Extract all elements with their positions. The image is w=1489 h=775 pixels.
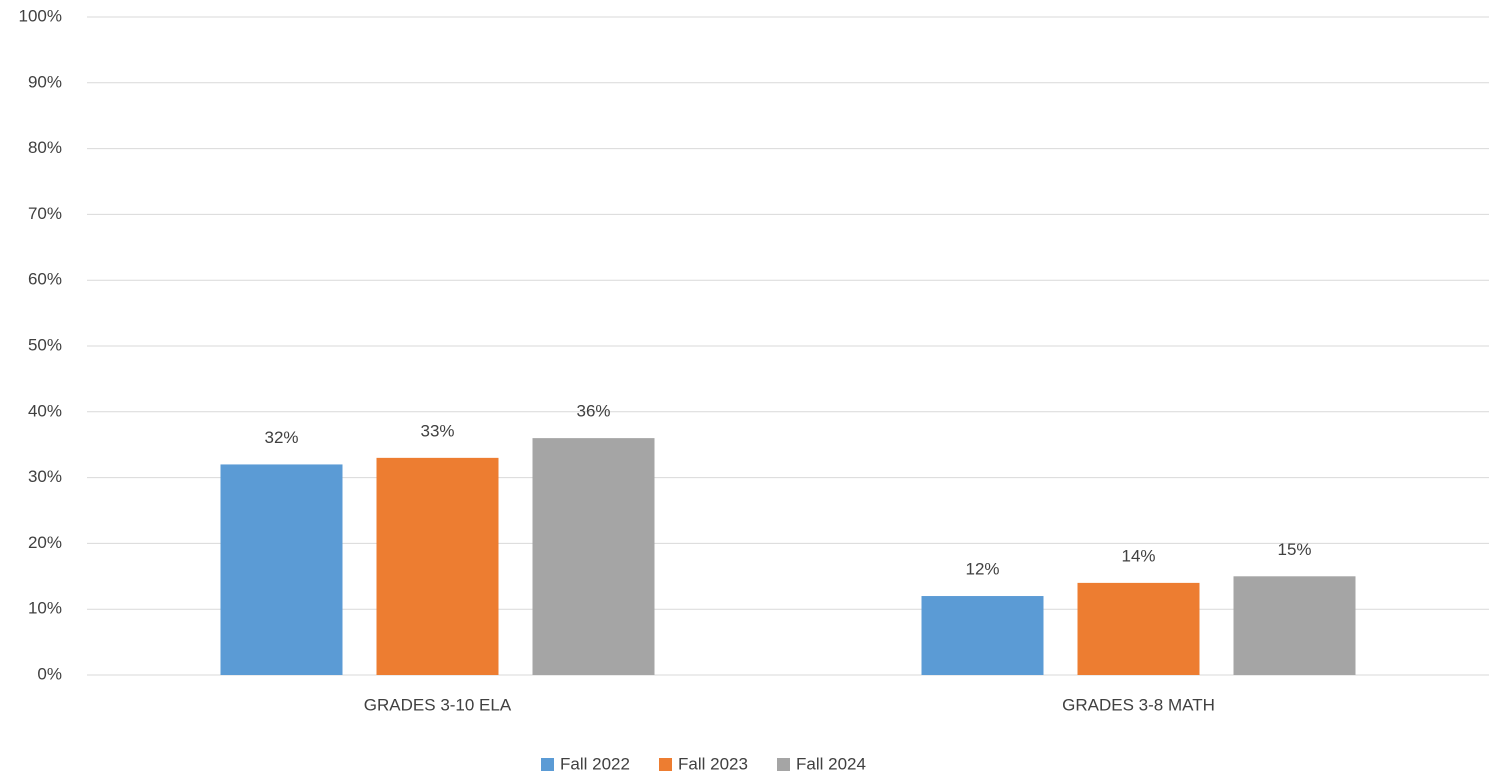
legend-label: Fall 2024 — [796, 754, 866, 773]
y-tick-label: 40% — [28, 401, 62, 420]
legend-label: Fall 2023 — [678, 754, 748, 773]
bar — [1077, 582, 1200, 675]
legend-swatch — [777, 758, 790, 771]
legend-swatch — [659, 758, 672, 771]
data-label: 36% — [576, 402, 610, 421]
data-label: 15% — [1277, 540, 1311, 559]
y-tick-label: 90% — [28, 72, 62, 91]
bar — [921, 596, 1044, 675]
y-tick-label: 70% — [28, 204, 62, 223]
data-label: 32% — [264, 428, 298, 447]
data-label: 12% — [965, 560, 999, 579]
y-tick-label: 50% — [28, 335, 62, 354]
y-tick-label: 0% — [37, 664, 62, 683]
bar — [376, 457, 499, 675]
y-tick-label: 100% — [19, 6, 62, 25]
bar — [220, 464, 343, 675]
data-label: 14% — [1121, 546, 1155, 565]
legend-swatch — [541, 758, 554, 771]
x-tick-label: GRADES 3-10 ELA — [364, 695, 512, 714]
bar — [1233, 576, 1356, 675]
x-tick-label: GRADES 3-8 MATH — [1062, 695, 1215, 714]
y-tick-label: 20% — [28, 533, 62, 552]
y-tick-label: 30% — [28, 467, 62, 486]
y-tick-label: 60% — [28, 270, 62, 289]
data-label: 33% — [420, 421, 454, 440]
y-tick-label: 10% — [28, 599, 62, 618]
legend-label: Fall 2022 — [560, 754, 630, 773]
y-tick-label: 80% — [28, 138, 62, 157]
bar — [532, 438, 655, 675]
